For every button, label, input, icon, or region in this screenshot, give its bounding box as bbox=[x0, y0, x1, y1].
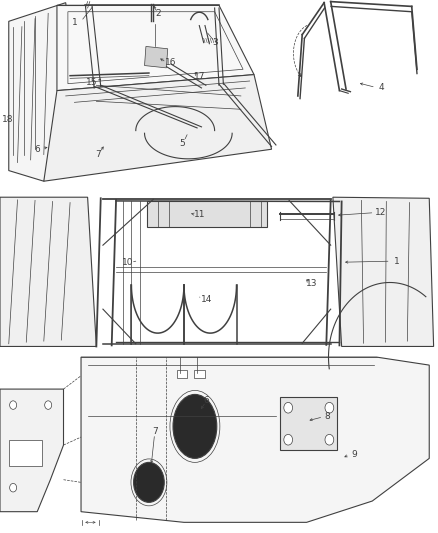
Text: 1: 1 bbox=[71, 18, 78, 27]
Text: 3: 3 bbox=[212, 38, 219, 47]
Text: 17: 17 bbox=[194, 72, 205, 81]
Text: 7: 7 bbox=[152, 427, 159, 436]
Text: 16: 16 bbox=[165, 59, 177, 67]
Text: 18: 18 bbox=[2, 115, 14, 124]
Polygon shape bbox=[0, 389, 64, 512]
Polygon shape bbox=[333, 197, 434, 346]
Circle shape bbox=[325, 434, 334, 445]
Bar bbox=[280, 397, 337, 450]
Text: 2: 2 bbox=[155, 9, 160, 18]
Text: 11: 11 bbox=[194, 210, 205, 219]
Circle shape bbox=[325, 402, 334, 413]
Bar bbox=[145, 46, 168, 68]
Text: 7: 7 bbox=[95, 150, 102, 159]
Polygon shape bbox=[57, 5, 254, 91]
Ellipse shape bbox=[173, 394, 217, 458]
Text: 5: 5 bbox=[179, 140, 185, 148]
Circle shape bbox=[284, 434, 293, 445]
Text: 6: 6 bbox=[204, 397, 210, 405]
Bar bbox=[9, 440, 42, 466]
Circle shape bbox=[284, 402, 293, 413]
Polygon shape bbox=[0, 197, 96, 346]
Bar bbox=[194, 370, 205, 378]
Text: 6: 6 bbox=[34, 145, 40, 154]
Text: 12: 12 bbox=[375, 208, 387, 216]
Bar bbox=[147, 201, 267, 227]
Polygon shape bbox=[44, 75, 272, 181]
Bar bbox=[177, 370, 187, 378]
Text: 10: 10 bbox=[122, 258, 134, 266]
Text: 14: 14 bbox=[201, 295, 212, 304]
Circle shape bbox=[10, 483, 17, 492]
Circle shape bbox=[45, 401, 52, 409]
Text: 13: 13 bbox=[306, 279, 318, 288]
Ellipse shape bbox=[134, 462, 164, 502]
Text: 15: 15 bbox=[86, 78, 98, 87]
Polygon shape bbox=[9, 3, 79, 181]
Text: 4: 4 bbox=[378, 84, 384, 92]
Text: 9: 9 bbox=[351, 450, 357, 458]
Polygon shape bbox=[81, 357, 429, 522]
Circle shape bbox=[10, 401, 17, 409]
Text: 1: 1 bbox=[393, 257, 399, 265]
Text: 8: 8 bbox=[325, 413, 331, 421]
